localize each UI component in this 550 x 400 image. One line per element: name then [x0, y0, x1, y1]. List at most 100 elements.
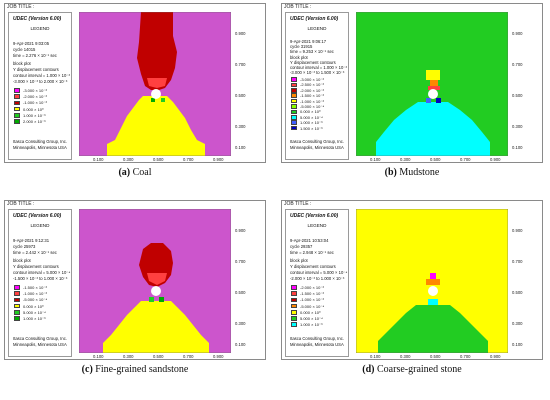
- contour-interval-text: contour interval = 5.000 × 10⁻⁴: [13, 270, 71, 275]
- legend-row: 1.000 × 10⁻³: [14, 316, 45, 321]
- x-tick-label: 0.500: [430, 157, 441, 162]
- legend-label: 2.000 × 10⁻³: [23, 119, 46, 124]
- legend-label: 1.000 × 10⁻³: [23, 112, 46, 118]
- x-tick-label: 0.900: [213, 157, 224, 162]
- legend-label: -5.000 × 10⁻⁴: [23, 297, 48, 303]
- legend-row: 5.000 × 10⁻⁴: [291, 115, 323, 120]
- legend-row: -1.000 × 10⁻³: [291, 297, 324, 302]
- credit-line-1: Itasca Consulting Group, Inc.: [13, 139, 67, 144]
- legend-row: 5.000 × 10⁻⁴: [291, 316, 323, 321]
- x-tick-label: 0.300: [400, 157, 411, 162]
- legend-swatch: [291, 109, 297, 115]
- blue-cell: [436, 98, 441, 103]
- legend-title: LEGEND: [307, 223, 327, 228]
- contour-type-text: Y displacement contours: [13, 67, 59, 72]
- x-tick-label: 0.900: [490, 157, 501, 162]
- legend-row: -2.000 × 10⁻³: [291, 285, 324, 290]
- legend-label: 1.500 × 10⁻³: [300, 125, 323, 131]
- caption-name: Mudstone: [399, 167, 440, 178]
- legend-row: -2.000 × 10⁻³: [291, 88, 324, 93]
- legend-swatch: [14, 106, 20, 112]
- x-tick-label: 0.100: [370, 354, 381, 359]
- caption-name: Fine-grained sandstone: [95, 364, 189, 375]
- block-plot-text: block plot: [13, 258, 31, 263]
- blue-cell: [426, 98, 431, 103]
- legend-row: -2.000 × 10⁻³: [14, 94, 47, 99]
- x-tick-label: 0.500: [430, 354, 441, 359]
- legend-label: -1.500 × 10⁻³: [300, 291, 324, 297]
- caption-a: (a) Coal: [4, 167, 266, 178]
- legend-swatch: [291, 77, 297, 82]
- caption-name: Coarse-grained stone: [377, 364, 462, 375]
- legend-swatch: [291, 115, 297, 120]
- time-text: time = 2.442 × 10⁻¹ sec: [13, 250, 57, 255]
- legend-label: 1.000 × 10⁻³: [300, 322, 323, 328]
- legend-row: -5.000 × 10⁻⁴: [14, 297, 47, 302]
- legend-label: -2.000 × 10⁻³: [23, 94, 47, 100]
- legend-row: 1.000 × 10⁻³: [291, 322, 322, 327]
- legend-row: -1.000 × 10⁻³: [291, 99, 324, 104]
- contour-interval-text: contour interval = 1.000 × 10⁻³: [290, 65, 347, 70]
- date-text: 9-Apr-2021 9:03:05: [13, 41, 50, 46]
- contour-plot: [79, 12, 231, 156]
- legend-swatch: [14, 88, 20, 93]
- x-tick-label: 0.700: [183, 157, 194, 162]
- contour-type-text: Y displacement contours: [13, 264, 59, 269]
- contour-range-text: -1.500 × 10⁻³ to 1.000 × 10⁻³: [13, 276, 68, 281]
- legend-swatch: [14, 100, 20, 106]
- credit-line-2: Minneapolis, Minnesota USA: [290, 145, 344, 150]
- legend-row: -1.500 × 10⁻³: [291, 291, 324, 296]
- legend-swatch: [291, 120, 297, 125]
- green-zone: [378, 305, 488, 353]
- roadway-opening: [151, 89, 161, 99]
- legend-label: -3.000 × 10⁻³: [23, 88, 47, 93]
- contour-plot: [79, 209, 231, 353]
- credit-line-1: Itasca Consulting Group, Inc.: [290, 139, 344, 144]
- legend-swatch: [14, 113, 20, 118]
- job-title: JOB TITLE :: [284, 201, 312, 207]
- legend-label: -1.000 × 10⁻³: [23, 291, 47, 297]
- info-box: UDEC (Version 6.00) LEGEND 9-Apr-2021 9:…: [285, 12, 349, 160]
- panel-c: JOB TITLE : UDEC (Version 6.00) LEGEND 9…: [4, 200, 266, 360]
- yellow-zone: [103, 301, 209, 353]
- caption-letter: (c): [81, 364, 93, 375]
- y-tick-label: 0.500: [235, 290, 246, 295]
- credit-line-2: Minneapolis, Minnesota USA: [13, 342, 67, 347]
- legend-swatch: [14, 303, 20, 309]
- x-tick-label: 0.700: [183, 354, 194, 359]
- y-tick-label: 0.300: [235, 124, 246, 129]
- red-zone: [137, 12, 177, 90]
- block-plot-text: block plot: [13, 61, 31, 66]
- legend-swatch: [291, 104, 297, 109]
- version-label: UDEC (Version 6.00): [290, 16, 339, 22]
- legend-label: -2.500 × 10⁻³: [300, 82, 324, 88]
- legend-label: 0.000 × 10⁰: [23, 106, 44, 112]
- job-title: JOB TITLE :: [284, 4, 312, 10]
- x-tick-label: 0.100: [93, 354, 104, 359]
- legend-swatch: [291, 125, 297, 131]
- legend-label: -5.000 × 10⁻⁴: [300, 303, 325, 309]
- contour-type-text: Y displacement contours: [290, 264, 336, 269]
- legend-swatch: [291, 297, 297, 303]
- orange-cell: [426, 279, 440, 285]
- panel-b: JOB TITLE : UDEC (Version 6.00) LEGEND 9…: [281, 3, 543, 163]
- y-tick-label: 0.700: [235, 62, 246, 67]
- legend-swatch: [291, 303, 297, 309]
- x-tick-label: 0.300: [400, 354, 411, 359]
- legend-label: -2.000 × 10⁻³: [300, 285, 324, 290]
- roadway-opening: [151, 286, 161, 296]
- x-tick-label: 0.900: [490, 354, 501, 359]
- x-tick-label: 0.500: [153, 157, 164, 162]
- date-text: 9-Apr-2021 10:53:04: [290, 238, 329, 243]
- credit-line-2: Minneapolis, Minnesota USA: [13, 145, 67, 150]
- legend-row: -1.500 × 10⁻³: [14, 285, 47, 290]
- legend-row: 0.000 × 10⁰: [291, 310, 321, 315]
- x-tick-label: 0.100: [370, 157, 381, 162]
- cycle-text: cycle 25973: [13, 244, 36, 249]
- contour-interval-text: contour interval = 1.000 × 10⁻³: [13, 73, 70, 78]
- legend-swatch: [14, 291, 20, 296]
- yellow-zone: [107, 96, 205, 156]
- legend-label: 1.000 × 10⁻³: [300, 120, 323, 126]
- x-tick-label: 0.100: [93, 157, 104, 162]
- legend-label: -2.000 × 10⁻³: [300, 87, 324, 93]
